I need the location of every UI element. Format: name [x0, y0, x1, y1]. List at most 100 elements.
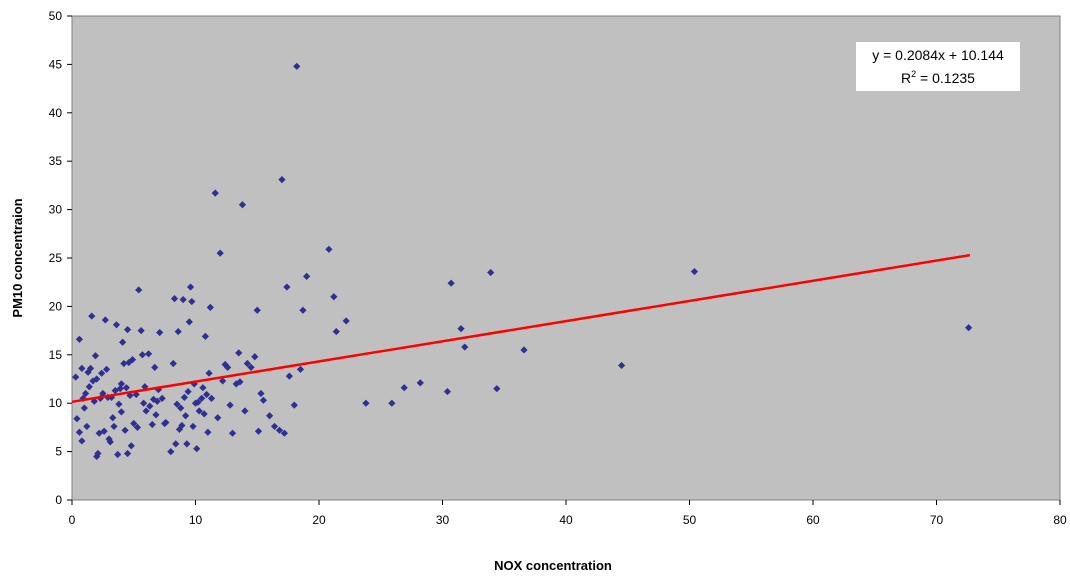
data-point — [259, 396, 268, 404]
x-tick-label: 50 — [683, 513, 697, 527]
data-point — [184, 387, 192, 396]
y-tick-label: 40 — [49, 106, 63, 120]
data-point — [80, 404, 88, 412]
data-point — [138, 351, 146, 359]
data-point — [205, 369, 213, 377]
data-point — [104, 393, 112, 401]
data-point — [325, 245, 333, 253]
data-point — [283, 283, 291, 291]
data-point — [117, 380, 125, 388]
data-point — [342, 317, 350, 325]
data-point — [117, 408, 125, 416]
data-point — [174, 327, 182, 336]
data-point — [198, 394, 206, 402]
data-point — [188, 297, 196, 306]
data-point — [101, 316, 109, 324]
data-point — [330, 293, 338, 301]
plot-area — [71, 15, 1061, 501]
data-point — [152, 411, 160, 419]
data-point — [73, 415, 81, 423]
data-point — [190, 380, 198, 388]
data-point — [400, 384, 408, 392]
data-point — [133, 423, 142, 431]
y-tick-label: 20 — [49, 299, 63, 313]
data-point — [238, 201, 247, 209]
data-point — [193, 445, 201, 453]
data-point — [178, 421, 186, 430]
data-point — [109, 414, 117, 422]
data-point — [487, 268, 495, 277]
data-point — [111, 387, 119, 395]
data-point — [293, 62, 301, 70]
data-point — [140, 399, 148, 407]
data-point — [90, 397, 98, 405]
data-point — [119, 338, 127, 346]
data-point — [148, 420, 156, 429]
data-point — [116, 385, 124, 393]
data-point — [290, 401, 298, 409]
data-point — [173, 400, 181, 408]
data-point — [241, 407, 249, 415]
data-point — [275, 426, 284, 434]
data-point — [182, 412, 190, 420]
data-point — [78, 364, 86, 372]
data-point — [211, 189, 219, 197]
data-point — [114, 450, 122, 459]
data-point — [121, 426, 129, 434]
data-point — [122, 384, 130, 392]
data-point — [207, 394, 216, 402]
data-point — [195, 407, 203, 415]
data-point — [204, 428, 212, 436]
data-point — [98, 369, 106, 377]
data-point — [179, 296, 187, 304]
data-point — [128, 356, 137, 364]
data-point — [206, 303, 214, 311]
data-points — [72, 62, 973, 461]
data-point — [110, 422, 118, 431]
data-point — [79, 394, 87, 402]
data-point — [253, 306, 261, 314]
y-tick-label: 25 — [49, 251, 63, 265]
data-point — [146, 402, 154, 410]
y-tick-label: 15 — [49, 348, 63, 362]
y-axis-ticks: 0 5 10 15 20 25 30 35 40 45 50 — [49, 9, 72, 507]
data-point — [100, 427, 108, 435]
data-point — [186, 283, 195, 291]
x-tick-label: 80 — [1053, 513, 1067, 527]
data-point — [185, 318, 193, 326]
data-point — [91, 352, 100, 360]
data-point — [89, 377, 97, 385]
data-point — [130, 419, 138, 428]
data-point — [303, 272, 311, 280]
data-point — [203, 390, 211, 399]
data-point — [257, 389, 265, 398]
y-tick-label: 45 — [49, 57, 63, 71]
data-point — [169, 359, 177, 368]
data-point — [228, 429, 237, 437]
data-point — [94, 449, 102, 458]
data-point — [172, 440, 180, 448]
data-point — [461, 343, 469, 351]
data-point — [120, 359, 128, 368]
data-point — [266, 412, 274, 420]
data-point — [106, 438, 114, 446]
data-point — [416, 379, 424, 387]
data-point — [226, 401, 234, 409]
data-point — [183, 440, 191, 448]
data-point — [144, 350, 153, 358]
data-point — [88, 312, 96, 320]
data-point — [219, 377, 227, 385]
data-point — [156, 328, 164, 337]
x-tick-label: 40 — [559, 513, 573, 527]
data-point — [115, 400, 123, 408]
data-point — [247, 363, 255, 371]
data-point — [83, 422, 91, 431]
data-point — [75, 428, 84, 436]
data-point — [457, 325, 465, 333]
data-point — [194, 398, 202, 406]
trendline — [71, 253, 971, 404]
data-point — [443, 387, 452, 396]
data-point — [151, 363, 159, 371]
data-point — [270, 422, 279, 431]
data-point — [127, 442, 135, 450]
